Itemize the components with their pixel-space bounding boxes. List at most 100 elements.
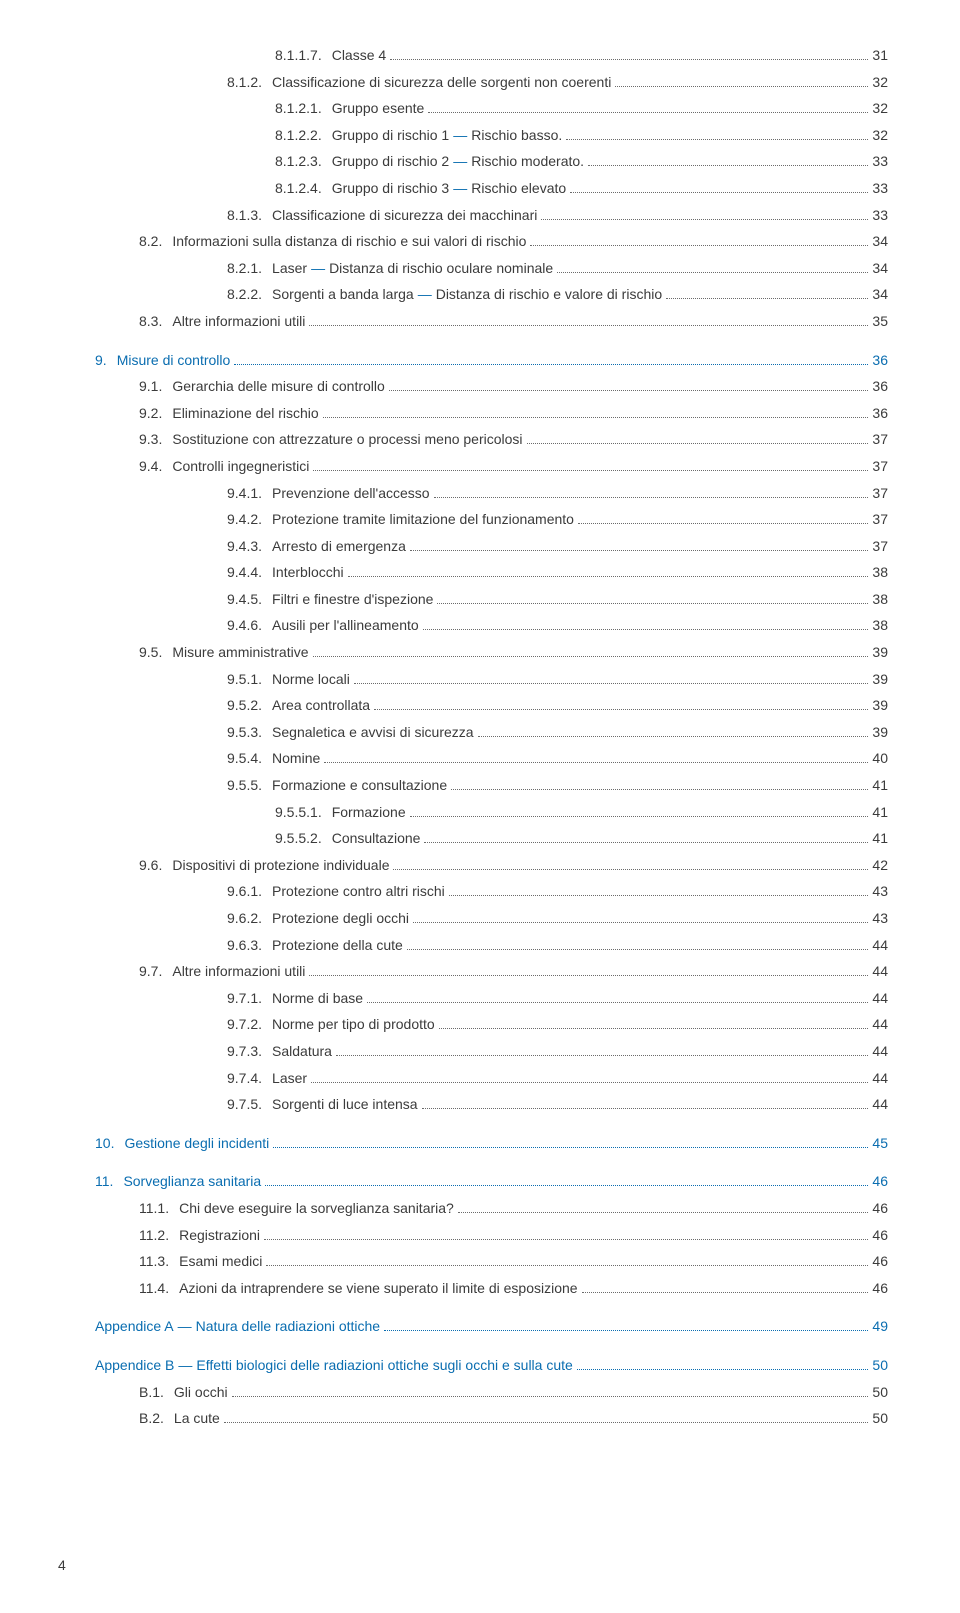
- toc-line: 9.5.5.1.Formazione41: [95, 799, 888, 826]
- toc-label: Segnaletica e avvisi di sicurezza: [272, 719, 474, 746]
- toc-number: 11.1.: [139, 1195, 179, 1222]
- toc-page-ref: 31: [872, 42, 888, 69]
- toc-number: 9.5.4.: [227, 745, 272, 772]
- toc-page-ref: 37: [872, 533, 888, 560]
- toc-leader: [424, 842, 868, 843]
- toc-line: 9.4.4.Interblocchi38: [95, 559, 888, 586]
- toc-page-ref: 32: [872, 122, 888, 149]
- toc-number: 9.4.5.: [227, 586, 272, 613]
- toc-page-ref: 42: [872, 852, 888, 879]
- toc-label: Eliminazione del rischio: [172, 400, 318, 427]
- toc-page-ref: 41: [872, 799, 888, 826]
- toc-line: 8.2.Informazioni sulla distanza di risch…: [95, 228, 888, 255]
- toc-line: 8.2.1.Laser—Distanza di rischio oculare …: [95, 255, 888, 282]
- toc-line: 8.1.2.2.Gruppo di rischio 1—Rischio bass…: [95, 122, 888, 149]
- toc-leader: [264, 1239, 868, 1240]
- toc-leader: [434, 497, 869, 498]
- toc-label: Altre informazioni utili: [172, 958, 305, 985]
- toc-sublabel: Distanza di rischio e valore di rischio: [436, 281, 662, 308]
- toc-number: B.1.: [139, 1379, 174, 1406]
- toc-page-ref: 38: [872, 586, 888, 613]
- toc-gap: [95, 1118, 888, 1130]
- toc-number: 8.1.2.: [227, 69, 272, 96]
- toc-leader: [354, 683, 869, 684]
- toc-leader: [336, 1055, 868, 1056]
- dash-separator: —: [449, 148, 471, 175]
- toc-line: 8.2.2.Sorgenti a banda larga—Distanza di…: [95, 281, 888, 308]
- toc-number: 9.5.5.2.: [275, 825, 332, 852]
- toc-leader: [541, 219, 868, 220]
- toc-page-ref: 38: [872, 559, 888, 586]
- toc-line: 9.6.2.Protezione degli occhi43: [95, 905, 888, 932]
- toc-page-ref: 44: [872, 985, 888, 1012]
- toc-line: 9.5.Misure amministrative39: [95, 639, 888, 666]
- toc-sublabel: Rischio basso.: [471, 122, 562, 149]
- toc-leader: [557, 272, 868, 273]
- toc-leader: [582, 1292, 869, 1293]
- toc-number: 9.7.3.: [227, 1038, 272, 1065]
- dash-separator: —: [449, 175, 471, 202]
- toc-page-ref: 34: [872, 228, 888, 255]
- toc-leader: [428, 112, 868, 113]
- toc-label: Sostituzione con attrezzature o processi…: [172, 426, 522, 453]
- toc-leader: [439, 1028, 869, 1029]
- toc-number: 9.5.5.: [227, 772, 272, 799]
- toc-label: Consultazione: [332, 825, 421, 852]
- toc-page-ref: 43: [872, 905, 888, 932]
- toc-line: 11.3.Esami medici46: [95, 1248, 888, 1275]
- toc-line: 9.5.4.Nomine40: [95, 745, 888, 772]
- toc-line: 9.6.Dispositivi di protezione individual…: [95, 852, 888, 879]
- toc-number: 9.5.3.: [227, 719, 272, 746]
- toc-label: Azioni da intraprendere se viene superat…: [179, 1275, 577, 1302]
- toc-line: 9.6.1.Protezione contro altri rischi43: [95, 878, 888, 905]
- toc-page-ref: 41: [872, 825, 888, 852]
- toc-line: 9.7.Altre informazioni utili44: [95, 958, 888, 985]
- toc-number: 8.3.: [139, 308, 172, 335]
- toc-label: Sorveglianza sanitaria: [123, 1168, 261, 1195]
- toc-leader: [530, 245, 868, 246]
- toc-number: 8.1.3.: [227, 202, 272, 229]
- toc-label: Esami medici: [179, 1248, 262, 1275]
- toc-line: 8.1.2.3.Gruppo di rischio 2—Rischio mode…: [95, 148, 888, 175]
- toc-label: Formazione: [332, 799, 406, 826]
- toc-leader: [323, 417, 869, 418]
- toc-number: 9.1.: [139, 373, 172, 400]
- toc-label: Registrazioni: [179, 1222, 260, 1249]
- toc-label: Appendice B: [95, 1352, 174, 1379]
- toc-number: 9.4.6.: [227, 612, 272, 639]
- toc-leader: [374, 709, 868, 710]
- toc-label: Chi deve eseguire la sorveglianza sanita…: [179, 1195, 454, 1222]
- toc-leader: [393, 869, 868, 870]
- toc-number: 8.1.2.4.: [275, 175, 332, 202]
- toc-page-ref: 32: [872, 95, 888, 122]
- toc-leader: [437, 603, 868, 604]
- toc-label: Gli occhi: [174, 1379, 228, 1406]
- toc-line: 9.5.1.Norme locali39: [95, 666, 888, 693]
- toc-label: Protezione della cute: [272, 932, 403, 959]
- toc-page-ref: 44: [872, 958, 888, 985]
- toc-line: 8.1.3.Classificazione di sicurezza dei m…: [95, 202, 888, 229]
- toc-page-ref: 44: [872, 1038, 888, 1065]
- toc-label: Laser: [272, 1065, 307, 1092]
- toc-label: Misure di controllo: [117, 347, 231, 374]
- toc-line: 8.1.2.Classificazione di sicurezza delle…: [95, 69, 888, 96]
- toc-line: 9.4.6.Ausili per l'allineamento38: [95, 612, 888, 639]
- toc-page-ref: 46: [872, 1275, 888, 1302]
- toc-line: 9.2.Eliminazione del rischio36: [95, 400, 888, 427]
- toc-line: Appendice B—Effetti biologici delle radi…: [95, 1352, 888, 1379]
- toc-page-ref: 39: [872, 639, 888, 666]
- toc-line: 9.1.Gerarchia delle misure di controllo3…: [95, 373, 888, 400]
- toc-line: 11.4.Azioni da intraprendere se viene su…: [95, 1275, 888, 1302]
- toc-line: 9.4.2.Protezione tramite limitazione del…: [95, 506, 888, 533]
- toc-line: 9.7.4.Laser44: [95, 1065, 888, 1092]
- toc-page-ref: 33: [872, 175, 888, 202]
- toc-label: Arresto di emergenza: [272, 533, 406, 560]
- toc-label: Classificazione di sicurezza dei macchin…: [272, 202, 537, 229]
- toc-sublabel: Natura delle radiazioni ottiche: [196, 1313, 380, 1340]
- toc-line: 8.3.Altre informazioni utili35: [95, 308, 888, 335]
- toc-line: 9.7.3.Saldatura44: [95, 1038, 888, 1065]
- toc-label: Nomine: [272, 745, 320, 772]
- toc-leader: [570, 192, 868, 193]
- toc-leader: [265, 1185, 868, 1186]
- toc-line: 9.5.5.2.Consultazione 41: [95, 825, 888, 852]
